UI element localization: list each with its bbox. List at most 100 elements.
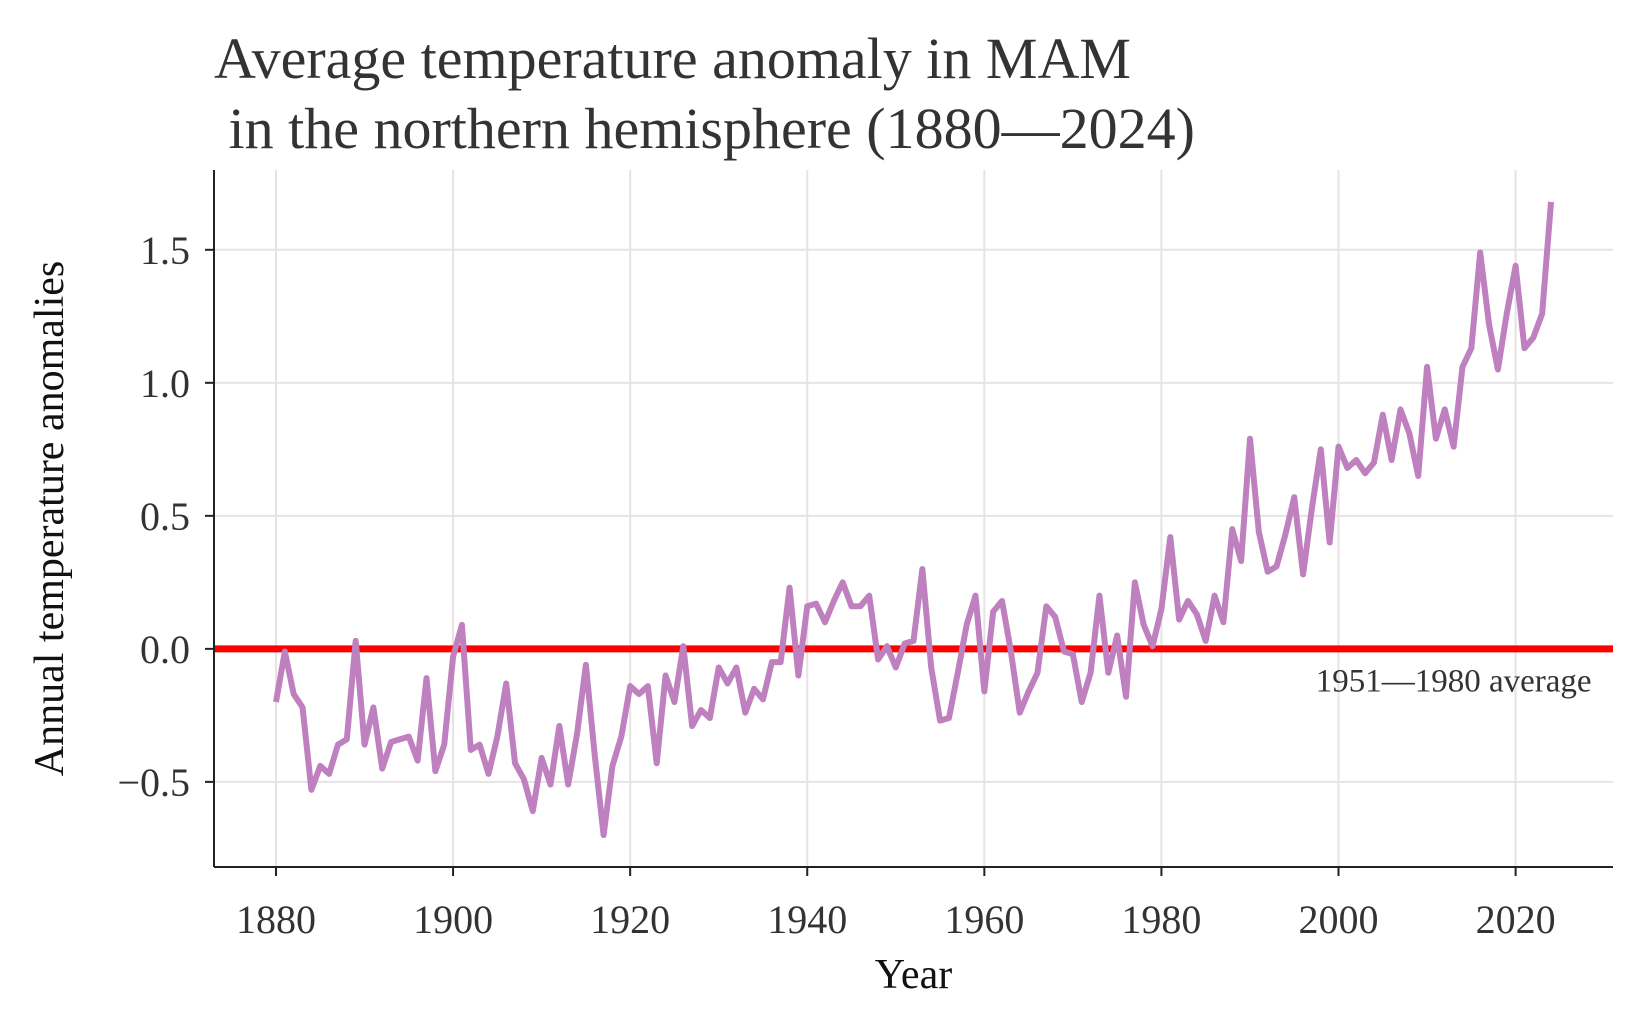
data-point (823, 621, 826, 624)
data-point (558, 725, 561, 728)
data-point (434, 770, 437, 773)
data-point (770, 661, 773, 664)
x-tick-label: 1920 (590, 897, 670, 942)
data-point (1125, 695, 1128, 698)
y-tick-label: 1.5 (140, 228, 190, 273)
data-point (1071, 653, 1074, 656)
data-point (664, 674, 667, 677)
data-point (1160, 607, 1163, 610)
data-point (469, 748, 472, 751)
data-point (761, 698, 764, 701)
data-point (328, 772, 331, 775)
data-point (885, 645, 888, 648)
data-point (1063, 650, 1066, 653)
data-point (1319, 448, 1322, 451)
data-point (540, 756, 543, 759)
x-tick-label: 2020 (1476, 897, 1556, 942)
data-point (868, 594, 871, 597)
data-point (283, 650, 286, 653)
data-point (274, 701, 277, 704)
data-point (815, 602, 818, 605)
data-point (850, 605, 853, 608)
data-point (708, 717, 711, 720)
data-point (319, 764, 322, 767)
data-point (301, 706, 304, 709)
data-point (939, 719, 942, 722)
y-axis-label: Annual temperature anomalies (27, 261, 73, 776)
data-point (956, 671, 959, 674)
data-point (310, 788, 313, 791)
data-point (1248, 437, 1251, 440)
data-point (1213, 594, 1216, 597)
data-point (1381, 413, 1384, 416)
data-point (1204, 639, 1207, 642)
chart-title-line: Average temperature anomaly in MAM (214, 26, 1131, 91)
data-point (1390, 458, 1393, 461)
data-point (496, 735, 499, 738)
data-point (841, 581, 844, 584)
data-point (363, 743, 366, 746)
data-point (1266, 570, 1269, 573)
data-point (567, 783, 570, 786)
data-point (1231, 528, 1234, 531)
data-point (576, 732, 579, 735)
data-point (797, 674, 800, 677)
data-point (726, 682, 729, 685)
data-point (602, 834, 605, 837)
data-point (1541, 312, 1544, 315)
data-point (1328, 541, 1331, 544)
data-point (965, 623, 968, 626)
data-point (1302, 573, 1305, 576)
data-point (1461, 365, 1464, 368)
data-point (655, 762, 658, 765)
data-point (1001, 599, 1004, 602)
chart-title: Average temperature anomaly in MAM in th… (214, 26, 1195, 161)
y-tick-label: −0.5 (117, 760, 190, 805)
data-point (620, 735, 623, 738)
data-point (514, 762, 517, 765)
data-point (717, 666, 720, 669)
data-point (1018, 711, 1021, 714)
data-point (1089, 671, 1092, 674)
baseline-reference-label: 1951—1980 average (1316, 663, 1592, 699)
data-point (1107, 671, 1110, 674)
data-point (292, 693, 295, 696)
data-point (930, 666, 933, 669)
data-point (1195, 613, 1198, 616)
data-point (912, 639, 915, 642)
data-point (1009, 650, 1012, 653)
data-point (947, 717, 950, 720)
data-point (505, 682, 508, 685)
data-point (832, 599, 835, 602)
data-point (398, 738, 401, 741)
data-point (699, 709, 702, 712)
data-point (1532, 336, 1535, 339)
data-point (1240, 560, 1243, 563)
data-point (443, 743, 446, 746)
data-point (1426, 365, 1429, 368)
data-point (682, 645, 685, 648)
data-point (744, 711, 747, 714)
data-point (735, 666, 738, 669)
data-point (1479, 251, 1482, 254)
data-point (1470, 347, 1473, 350)
data-point (921, 568, 924, 571)
data-point (1169, 536, 1172, 539)
data-point (1133, 581, 1136, 584)
data-point (487, 772, 490, 775)
data-point (992, 610, 995, 613)
data-point (354, 639, 357, 642)
data-point (593, 754, 596, 757)
x-tick-label: 1900 (413, 897, 493, 942)
data-point (673, 701, 676, 704)
data-point (1372, 461, 1375, 464)
x-tick-label: 1960 (944, 897, 1024, 942)
data-point (1488, 323, 1491, 326)
data-point (1036, 671, 1039, 674)
chart-title-line: in the northern hemisphere (1880—2024) (214, 96, 1195, 161)
data-point (1275, 565, 1278, 568)
data-point (629, 685, 632, 688)
data-point (1293, 496, 1296, 499)
data-point (1355, 458, 1358, 461)
